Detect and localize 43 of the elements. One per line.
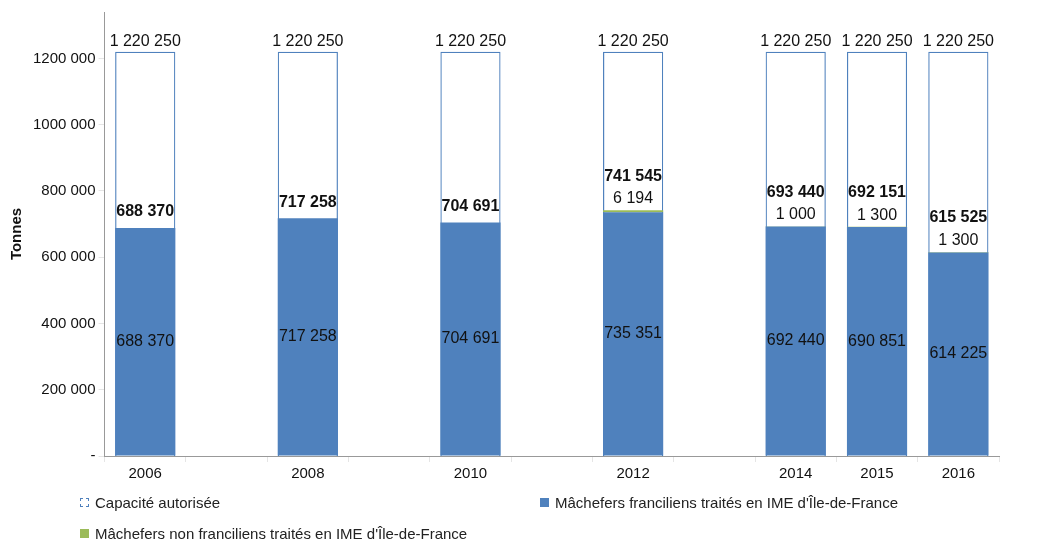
data-label: 1 220 250	[597, 32, 669, 50]
data-label: 1 220 250	[760, 32, 832, 50]
y-tick-label: 200 000	[41, 379, 96, 397]
x-tick-label: 2008	[291, 464, 325, 482]
data-label: 1 220 250	[109, 32, 181, 50]
x-tick-label: 2016	[941, 464, 976, 482]
legend-label: Mâchefers non franciliens traités en IME d'Île-de-France	[95, 525, 468, 542]
data-label: 735 351	[604, 324, 663, 342]
data-label: 688 370	[116, 332, 175, 350]
y-tick-label: 1000 000	[32, 114, 96, 132]
total-label: 717 258	[278, 192, 337, 210]
x-tick-label: 2010	[453, 464, 488, 482]
data-label: 692 440	[766, 331, 825, 349]
total-label: 704 691	[441, 196, 500, 214]
data-label: 614 225	[929, 344, 988, 362]
y-tick-label: 400 000	[41, 313, 96, 331]
data-label: 6 194	[613, 189, 654, 207]
legend-label: Capacité autorisée	[95, 494, 221, 511]
data-label: 1 220 250	[922, 32, 995, 50]
total-label: 692 151	[848, 183, 907, 201]
total-label: 741 545	[604, 166, 663, 184]
y-axis-title: Tonnes	[7, 207, 25, 261]
y-tick-label: 600 000	[41, 247, 96, 265]
data-label: 717 258	[278, 327, 337, 345]
data-label: 1 000	[775, 205, 816, 223]
data-label: 1 300	[938, 231, 979, 249]
data-label: 1 220 250	[841, 32, 913, 50]
y-tick-label: 800 000	[41, 181, 96, 199]
y-tick-label: 1200 000	[32, 48, 96, 66]
total-label: 688 370	[116, 202, 175, 220]
total-label: 693 440	[766, 182, 825, 200]
data-label: 1 300	[857, 205, 898, 223]
data-label: 1 220 250	[434, 32, 507, 50]
legend-label: Mâchefers franciliens traités en IME d'Île-de-France	[555, 494, 899, 511]
x-tick-label: 2015	[860, 464, 894, 482]
data-label: 1 220 250	[272, 32, 344, 50]
data-label: 690 851	[848, 331, 907, 349]
y-tick-label: -	[90, 446, 96, 464]
total-label: 615 525	[929, 208, 988, 226]
x-tick-label: 2014	[779, 464, 813, 482]
data-label: 704 691	[441, 329, 500, 347]
x-tick-label: 2012	[616, 464, 650, 482]
x-tick-label: 2006	[128, 464, 162, 482]
